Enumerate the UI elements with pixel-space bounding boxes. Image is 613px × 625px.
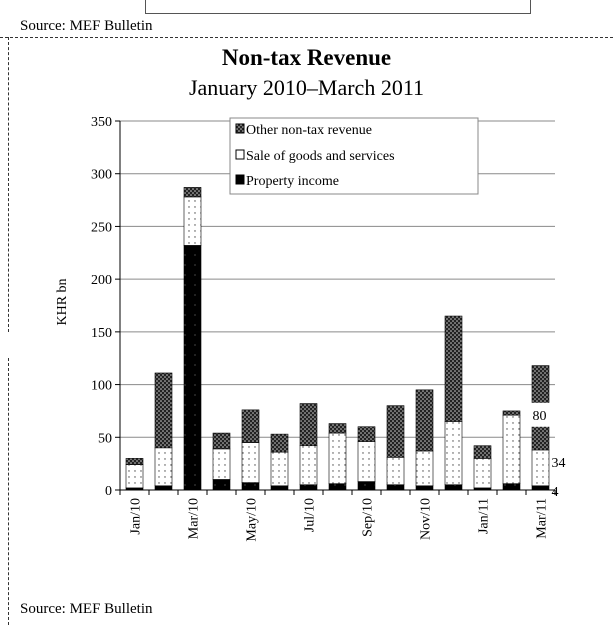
bar-segment-sale-of-goods-and-services xyxy=(328,432,347,484)
bar-segment-sale-of-goods-and-services xyxy=(415,450,434,487)
bar-segment-other-non-tax-revenue xyxy=(328,423,347,434)
bar-segment-sale-of-goods-and-services xyxy=(531,449,550,487)
bar-segment-other-non-tax-revenue xyxy=(357,426,376,442)
bar-segment-other-non-tax-revenue xyxy=(212,432,231,450)
bar-segment-property-income xyxy=(270,485,289,491)
bar-segment-property-income xyxy=(386,484,405,491)
bar-segment-property-income xyxy=(502,483,521,491)
x-tick-label: Nov/10 xyxy=(419,498,434,540)
bar-segment-other-non-tax-revenue xyxy=(386,405,405,458)
legend-swatch-sale xyxy=(235,149,245,160)
bar-segment-other-non-tax-revenue xyxy=(125,458,144,465)
bar-segment-property-income xyxy=(154,485,173,491)
bar-segment-other-non-tax-revenue xyxy=(473,445,492,459)
y-tick-label: 150 xyxy=(91,326,112,341)
source-note-bottom: Source: MEF Bulletin xyxy=(20,601,153,617)
bar-segment-other-non-tax-revenue xyxy=(415,389,434,452)
bar-segment-other-non-tax-revenue xyxy=(502,410,521,416)
bar-segment-property-income xyxy=(241,482,260,491)
legend-box xyxy=(229,117,479,195)
bar-segment-sale-of-goods-and-services xyxy=(299,445,318,486)
legend-label-property: Property income xyxy=(246,174,339,189)
legend-item-sale-of-goods: Sale of goods and services xyxy=(235,149,395,164)
bar-segment-sale-of-goods-and-services xyxy=(444,421,463,486)
bar-segment-sale-of-goods-and-services xyxy=(183,196,202,246)
y-tick-label: 200 xyxy=(91,273,112,288)
y-tick-label: 300 xyxy=(91,168,112,183)
legend-swatch-property xyxy=(235,174,245,185)
bar-segment-sale-of-goods-and-services xyxy=(125,464,144,489)
legend-label-other: Other non-tax revenue xyxy=(246,123,372,138)
bar-segment-property-income xyxy=(183,245,202,491)
y-tick-label: 350 xyxy=(91,115,112,130)
legend-swatch-other xyxy=(235,123,245,134)
bar-segment-sale-of-goods-and-services xyxy=(154,447,173,487)
data-label: 80 xyxy=(533,409,547,424)
bar-segment-sale-of-goods-and-services xyxy=(502,414,521,484)
chart-subtitle: January 2010–March 2011 xyxy=(188,75,425,100)
bar-segment-sale-of-goods-and-services xyxy=(357,441,376,482)
x-tick-label: Mar/11 xyxy=(535,498,550,539)
data-label: 34 xyxy=(552,456,566,471)
y-tick-label: 0 xyxy=(105,484,112,499)
bar-segment-other-non-tax-revenue xyxy=(154,372,173,449)
x-tick-label: Mar/10 xyxy=(187,498,202,539)
x-tick-label: Sep/10 xyxy=(361,498,376,537)
y-tick-label: 50 xyxy=(98,431,112,446)
x-tick-label: Jan/11 xyxy=(477,498,492,534)
bar-segment-other-non-tax-revenue xyxy=(183,187,202,198)
x-tick-label: May/10 xyxy=(245,498,260,542)
chart-legend: Other non-tax revenue Sale of goods and … xyxy=(229,117,479,195)
bar-segment-property-income xyxy=(299,484,318,491)
bar-segment-property-income xyxy=(212,479,231,491)
bar-segment-sale-of-goods-and-services xyxy=(212,448,231,480)
bar-segment-property-income xyxy=(415,485,434,491)
bar-segment-other-non-tax-revenue xyxy=(299,403,318,447)
bar-segment-other-non-tax-revenue xyxy=(241,409,260,443)
bar-segment-property-income xyxy=(328,483,347,491)
legend-item-property-income: Property income xyxy=(235,174,339,189)
panel-border-top xyxy=(0,37,613,38)
bar-segment-sale-of-goods-and-services xyxy=(473,458,492,489)
legend-label-sale: Sale of goods and services xyxy=(246,149,395,164)
bar-segment-property-income xyxy=(444,484,463,491)
x-tick-label: Jul/10 xyxy=(303,498,318,532)
data-label-bg xyxy=(526,402,555,427)
bar-segment-other-non-tax-revenue xyxy=(270,433,289,453)
y-axis-label: KHR bn xyxy=(55,278,70,325)
panel-border-left xyxy=(8,37,9,332)
bar-segment-other-non-tax-revenue xyxy=(444,315,463,422)
bar-segment-sale-of-goods-and-services xyxy=(270,451,289,487)
bar-segment-property-income xyxy=(531,485,550,491)
y-tick-label: 250 xyxy=(91,220,112,235)
bar-segment-property-income xyxy=(357,481,376,491)
panel-border-left-lower xyxy=(8,358,9,625)
x-tick-label: Jan/10 xyxy=(129,498,144,535)
legend-item-other-non-tax-revenue: Other non-tax revenue xyxy=(235,123,372,138)
y-tick-label: 100 xyxy=(91,379,112,394)
data-label: 4 xyxy=(552,485,559,500)
bar-segment-sale-of-goods-and-services xyxy=(241,442,260,483)
bar-segment-sale-of-goods-and-services xyxy=(386,457,405,486)
top-frame-box xyxy=(145,0,531,14)
source-note-top: Source: MEF Bulletin xyxy=(20,18,153,34)
chart-title: Non-tax Revenue xyxy=(221,45,392,70)
